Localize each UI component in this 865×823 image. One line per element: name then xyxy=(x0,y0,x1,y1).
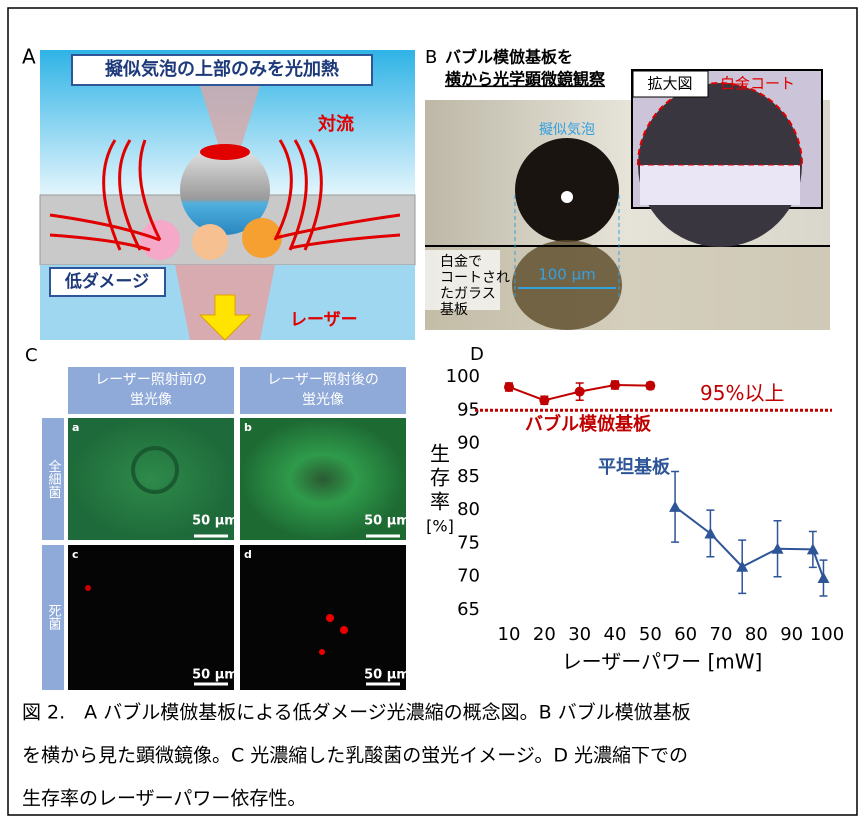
panel-label: A xyxy=(22,45,36,69)
point xyxy=(669,500,682,512)
point xyxy=(806,543,819,555)
column-header: レーザー照射前の xyxy=(95,371,207,388)
panel-a xyxy=(39,50,416,341)
annotation: 白金で xyxy=(440,254,482,270)
y-tick-label: 100 xyxy=(446,366,480,387)
panel-b xyxy=(425,69,830,330)
heading: 擬似気泡の上部のみを光加熱 xyxy=(105,58,339,80)
point xyxy=(704,527,717,539)
heading: 横から光学顕微鏡観察 xyxy=(445,70,606,89)
panel-c xyxy=(42,367,406,690)
scale-label: 100 µm xyxy=(538,266,596,284)
x-tick-label: 40 xyxy=(604,624,627,645)
series-line xyxy=(674,506,825,579)
point xyxy=(817,572,830,584)
y-tick-label: 80 xyxy=(457,499,480,520)
y-tick-label: 95 xyxy=(457,399,480,420)
x-tick-label: 30 xyxy=(568,624,591,645)
annotation: レーザー xyxy=(290,310,358,330)
scale-label: 50 µm xyxy=(192,668,238,683)
column-header: 蛍光像 xyxy=(302,392,344,408)
row-label: 死菌 xyxy=(46,604,62,630)
panel-label: D xyxy=(470,344,484,365)
annotation: 基板 xyxy=(440,301,468,318)
point xyxy=(645,380,656,391)
legend-label: 平坦基板 xyxy=(598,456,671,478)
column-header: レーザー照射後の xyxy=(267,372,379,388)
y-tick-label: 65 xyxy=(457,599,480,620)
annotation: 対流 xyxy=(317,113,354,135)
scale-label: 50 µm xyxy=(192,514,238,529)
x-tick-label: 70 xyxy=(710,624,733,645)
y-tick-label: 85 xyxy=(457,466,480,487)
caption: 生存率のレーザーパワー依存性。 xyxy=(22,788,306,810)
x-tick-label: 90 xyxy=(780,624,803,645)
caption: 図 2. A バブル模倣基板による低ダメージ光濃縮の概念図。B バブル模倣基板 xyxy=(22,701,691,724)
x-tick-label: 80 xyxy=(745,624,768,645)
y-axis-title: [%] xyxy=(426,517,454,536)
point xyxy=(539,395,550,406)
heading: バブル模倣基板を xyxy=(445,48,573,67)
sub-label: c xyxy=(72,548,79,561)
row-label: 全細菌 xyxy=(46,459,62,499)
frame xyxy=(7,7,858,816)
panel-label: B xyxy=(425,47,437,68)
annotation: たガラス xyxy=(440,286,496,302)
point xyxy=(504,381,514,392)
annotation: 白金コート xyxy=(720,75,795,93)
y-axis-title: 生 xyxy=(430,442,450,466)
x-tick-label: 10 xyxy=(498,624,521,645)
sub-label: d xyxy=(244,548,252,561)
y-tick-label: 90 xyxy=(457,433,480,454)
x-axis-title: レーザーパワー [mW] xyxy=(562,650,763,674)
x-tick-label: 20 xyxy=(533,624,556,645)
annotation: 擬似気泡 xyxy=(539,122,595,138)
point xyxy=(574,386,585,397)
annotation: 低ダメージ xyxy=(64,271,149,292)
point xyxy=(610,379,620,390)
y-tick-label: 70 xyxy=(457,566,480,587)
sub-label: b xyxy=(244,421,252,434)
panel-label: C xyxy=(25,345,38,366)
column-header: 蛍光像 xyxy=(130,392,172,408)
legend-label: バブル模倣基板 xyxy=(525,413,652,435)
x-tick-label: 100 xyxy=(810,624,844,645)
x-tick-label: 50 xyxy=(639,624,662,645)
scale-label: 50 µm xyxy=(364,668,410,683)
y-axis-title: 存 xyxy=(430,466,450,490)
point xyxy=(736,560,749,572)
caption: を横から見た顕微鏡像。C 光濃縮した乳酸菌の蛍光イメージ。D 光濃縮下での xyxy=(22,745,688,767)
y-tick-label: 75 xyxy=(457,532,480,553)
annotation: コートされ xyxy=(440,270,510,286)
sub-label: a xyxy=(72,421,79,434)
scale-label: 50 µm xyxy=(364,514,410,529)
point xyxy=(771,542,784,554)
inset-label: 拡大図 xyxy=(647,75,692,93)
x-tick-label: 60 xyxy=(674,624,697,645)
y-axis-title: 率 xyxy=(430,490,450,514)
threshold-label: 95%以上 xyxy=(700,381,784,405)
